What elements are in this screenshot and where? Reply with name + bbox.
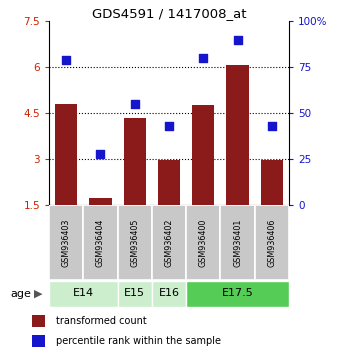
Bar xyxy=(118,281,152,307)
Text: age: age xyxy=(10,289,31,299)
Text: E16: E16 xyxy=(159,288,179,298)
Bar xyxy=(192,105,214,205)
Bar xyxy=(152,281,186,307)
Text: E15: E15 xyxy=(124,288,145,298)
Bar xyxy=(55,104,77,205)
Text: ▶: ▶ xyxy=(34,289,42,299)
Text: GSM936402: GSM936402 xyxy=(165,218,173,267)
Point xyxy=(269,123,274,129)
Bar xyxy=(89,198,112,205)
Bar xyxy=(32,335,46,347)
Bar xyxy=(83,205,118,280)
Title: GDS4591 / 1417008_at: GDS4591 / 1417008_at xyxy=(92,7,246,20)
Text: GSM936405: GSM936405 xyxy=(130,218,139,267)
Text: E14: E14 xyxy=(73,288,94,298)
Point xyxy=(98,151,103,156)
Point xyxy=(132,101,138,107)
Text: percentile rank within the sample: percentile rank within the sample xyxy=(56,336,221,346)
Bar xyxy=(152,205,186,280)
Text: GSM936403: GSM936403 xyxy=(62,218,71,267)
Bar xyxy=(226,65,249,205)
Bar xyxy=(261,160,283,205)
Point xyxy=(166,123,172,129)
Text: E17.5: E17.5 xyxy=(222,288,254,298)
Bar xyxy=(158,160,180,205)
Point xyxy=(64,57,69,63)
Bar xyxy=(49,281,118,307)
Text: transformed count: transformed count xyxy=(56,316,147,326)
Text: GSM936404: GSM936404 xyxy=(96,218,105,267)
Bar xyxy=(32,315,46,327)
Text: GSM936401: GSM936401 xyxy=(233,218,242,267)
Bar xyxy=(118,205,152,280)
Point xyxy=(200,55,206,61)
Text: GSM936406: GSM936406 xyxy=(267,218,276,267)
Bar xyxy=(49,205,83,280)
Point xyxy=(235,37,240,42)
Bar xyxy=(255,205,289,280)
Bar xyxy=(124,118,146,205)
Bar xyxy=(186,281,289,307)
Bar xyxy=(186,205,220,280)
Text: GSM936400: GSM936400 xyxy=(199,218,208,267)
Bar xyxy=(220,205,255,280)
